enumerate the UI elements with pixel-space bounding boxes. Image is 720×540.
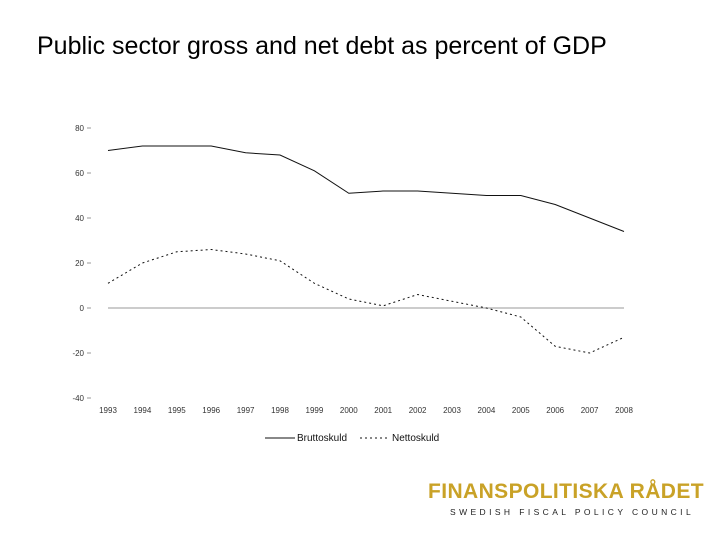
- x-tick-label: 1999: [306, 406, 324, 415]
- logo-tagline: SWEDISH FISCAL POLICY COUNCIL: [450, 507, 695, 517]
- debt-line-chart: 80 60 40 20 0 -20 -40 1993 1994 1995 1996 1997 1998…: [72, 124, 633, 444]
- y-tick-label: 80: [75, 124, 84, 133]
- x-tick-label: 2005: [512, 406, 530, 415]
- y-tick-label: 0: [80, 304, 85, 313]
- x-tick-label: 1995: [168, 406, 186, 415]
- series-line-bruttoskuld: [107, 145, 625, 232]
- x-tick-label: 1998: [271, 406, 289, 415]
- x-tick-label: 2002: [409, 406, 427, 415]
- y-tick-label: -40: [72, 394, 84, 403]
- legend: Bruttoskuld Nettoskuld: [265, 433, 439, 444]
- y-tick-label: 20: [75, 259, 84, 268]
- series-line-nettoskuld: [107, 248, 625, 354]
- x-tick-label: 1996: [202, 406, 220, 415]
- x-tick-label: 1994: [134, 406, 152, 415]
- slide-title: Public sector gross and net debt as perc…: [37, 32, 607, 60]
- y-tick-label: 60: [75, 169, 84, 178]
- x-tick-label: 2003: [443, 406, 461, 415]
- x-tick-label: 2008: [615, 406, 633, 415]
- x-tick-label: 1993: [99, 406, 117, 415]
- x-axis: 1993 1994 1995 1996 1997 1998 1999 2000 2001 2002…: [99, 406, 633, 415]
- x-tick-label: 2001: [374, 406, 392, 415]
- x-tick-label: 2004: [478, 406, 496, 415]
- x-tick-label: 2000: [340, 406, 358, 415]
- x-tick-label: 1997: [237, 406, 255, 415]
- y-tick-label: -20: [72, 349, 84, 358]
- series-group: [107, 145, 625, 354]
- legend-label: Nettoskuld: [392, 433, 439, 444]
- council-logo: FINANSPOLITISKA RÅDET SWEDISH FISCAL POL…: [428, 480, 704, 517]
- y-tick-label: 40: [75, 214, 84, 223]
- legend-label: Bruttoskuld: [297, 433, 347, 444]
- x-tick-label: 2007: [581, 406, 599, 415]
- y-axis: 80 60 40 20 0 -20 -40: [72, 124, 91, 403]
- logo-name: FINANSPOLITISKA RÅDET: [428, 480, 704, 503]
- x-tick-label: 2006: [546, 406, 564, 415]
